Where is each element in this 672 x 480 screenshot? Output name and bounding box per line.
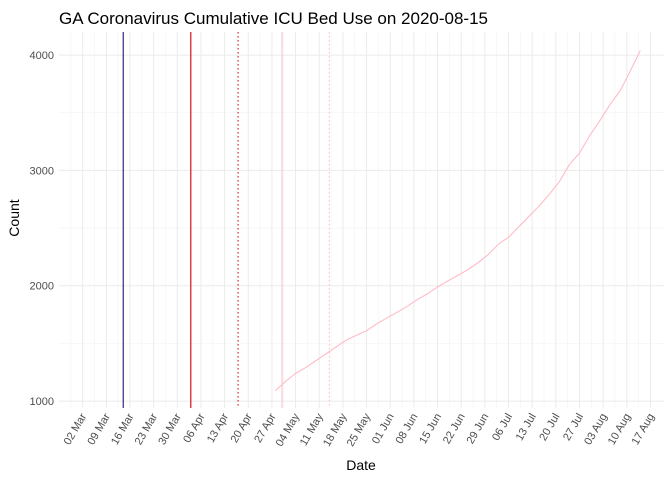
y-tick-label: 1000 <box>30 396 54 408</box>
y-tick-label: 3000 <box>30 165 54 177</box>
x-tick-label: 25 May <box>345 411 374 449</box>
x-tick-label: 20 Jul <box>537 412 562 443</box>
series-layer <box>274 50 641 392</box>
chart-title: GA Coronavirus Cumulative ICU Bed Use on… <box>59 9 488 28</box>
x-tick-label: 08 Jun <box>394 412 421 447</box>
series-line <box>274 50 641 392</box>
y-axis-ticks: 1000 2000 3000 4000 <box>30 50 54 408</box>
y-tick-label: 4000 <box>30 50 54 62</box>
x-tick-label: 29 Jun <box>465 412 492 447</box>
x-axis-title: Date <box>346 457 376 473</box>
x-tick-label: 06 Jul <box>490 412 515 443</box>
x-tick-label: 22 Jun <box>441 412 468 447</box>
x-tick-label: 01 Jun <box>370 412 397 447</box>
x-tick-label: 17 Aug <box>630 412 658 448</box>
y-axis-title: Count <box>6 199 22 236</box>
y-tick-label: 2000 <box>30 281 54 293</box>
x-tick-label: 13 Apr <box>205 411 231 445</box>
x-tick-label: 20 Apr <box>229 411 255 445</box>
reference-lines <box>122 32 330 408</box>
grid <box>59 32 664 408</box>
x-tick-label: 15 Jun <box>417 412 444 447</box>
x-tick-label: 30 Mar <box>156 411 184 447</box>
x-tick-label: 06 Apr <box>181 411 207 445</box>
x-tick-label: 13 Jul <box>514 412 539 443</box>
x-tick-label: 27 Jul <box>561 412 586 443</box>
